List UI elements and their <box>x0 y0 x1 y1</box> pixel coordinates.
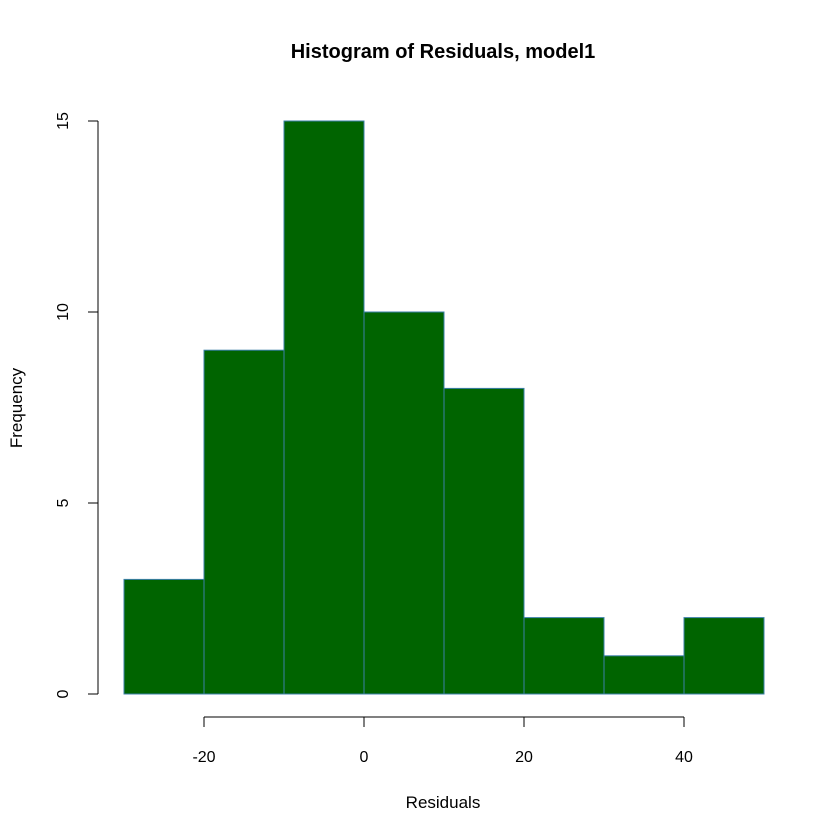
histogram-bar <box>603 655 685 695</box>
y-axis: 0 5 10 15 <box>55 112 99 698</box>
histogram-bar <box>203 349 285 695</box>
x-tick-label: 40 <box>675 749 693 766</box>
x-axis: -20 0 20 40 <box>192 716 693 766</box>
y-tick-label: 15 <box>55 112 72 130</box>
y-axis-label: Frequency <box>7 367 26 448</box>
x-tick-label: 0 <box>360 749 369 766</box>
x-tick-label: 20 <box>515 749 533 766</box>
y-tick-label: 0 <box>55 689 72 698</box>
histogram-bar <box>283 120 365 695</box>
x-axis-label: Residuals <box>406 793 481 812</box>
bars-group <box>123 120 765 695</box>
histogram-bar <box>523 617 605 695</box>
histogram-bar <box>123 578 205 695</box>
y-tick-label: 5 <box>55 498 72 507</box>
chart-title: Histogram of Residuals, model1 <box>291 41 596 63</box>
x-tick-label: -20 <box>192 749 215 766</box>
y-tick-label: 10 <box>55 303 72 321</box>
histogram-bar <box>363 311 445 695</box>
histogram-bar <box>683 617 765 695</box>
histogram-bar <box>443 387 525 695</box>
